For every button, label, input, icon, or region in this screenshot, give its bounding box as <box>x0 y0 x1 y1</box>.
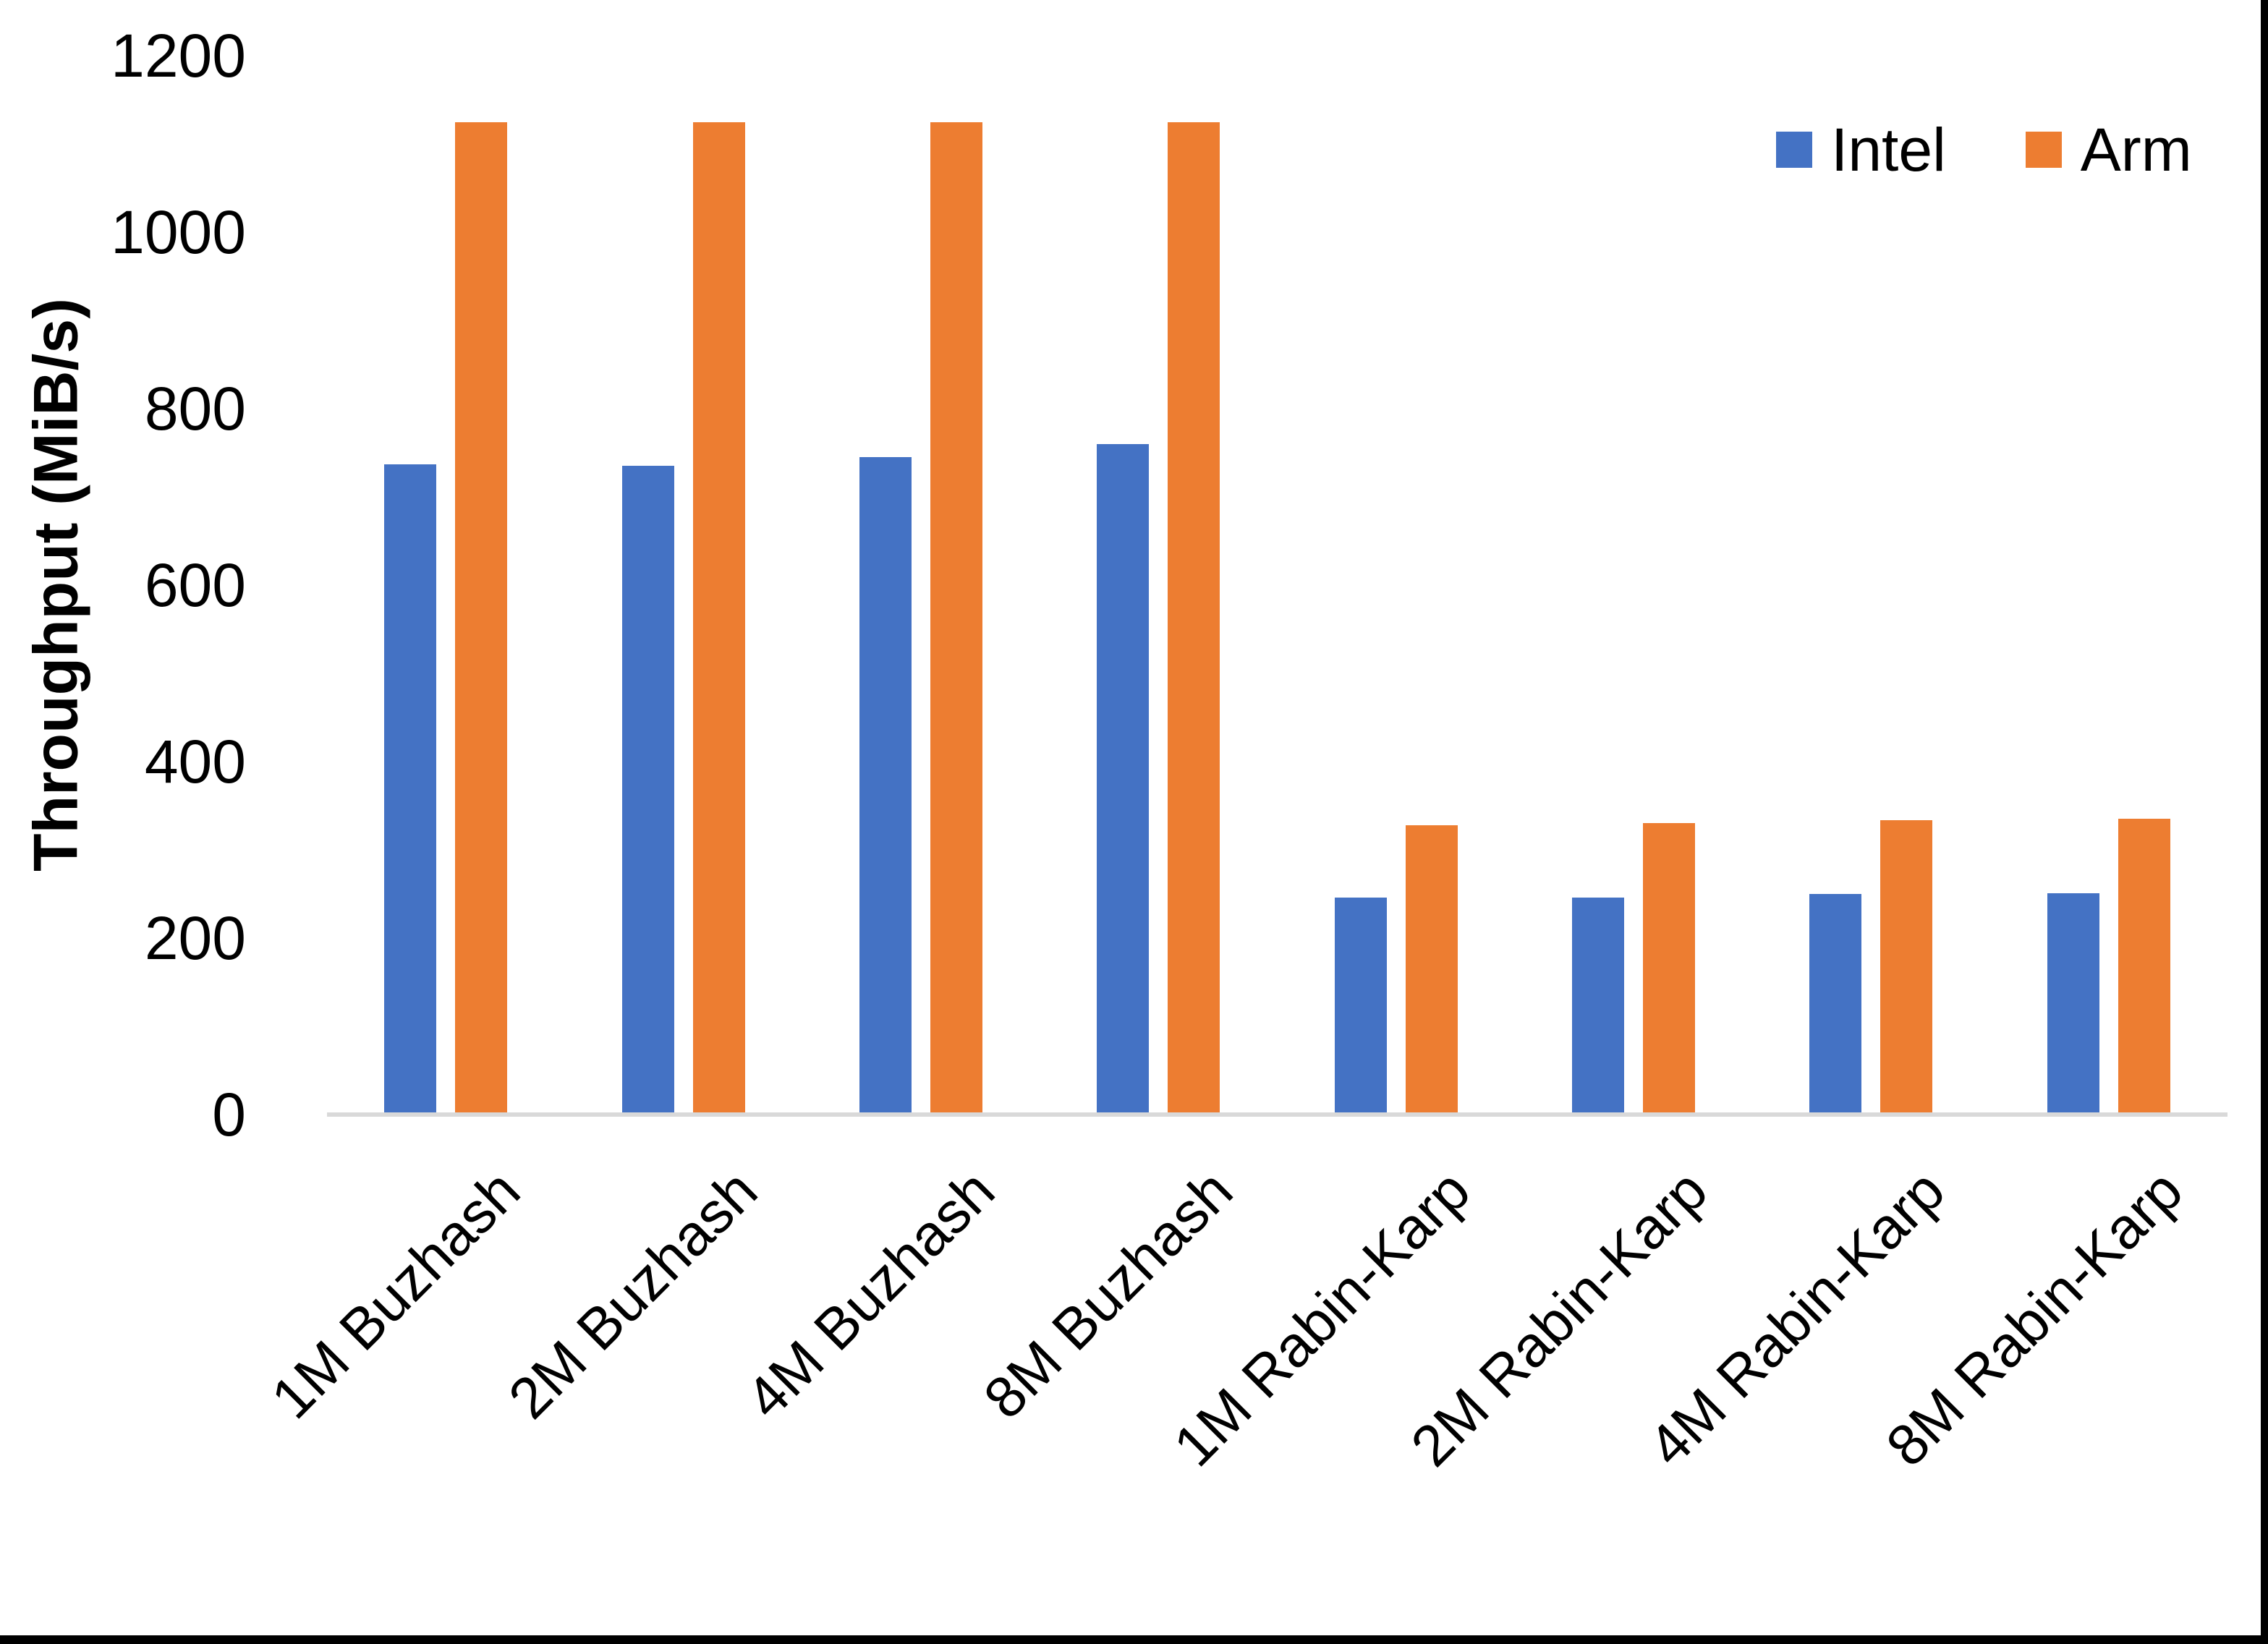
bar-intel-1m-rabin-karp <box>1334 897 1387 1115</box>
x-category-label-2m-buzhash: 2M Buzhash <box>496 1157 770 1431</box>
legend-swatch-arm <box>2025 132 2062 168</box>
bar-arm-2m-buzhash <box>692 122 745 1115</box>
bar-intel-8m-rabin-karp <box>2047 893 2099 1115</box>
bar-intel-4m-rabin-karp <box>1809 894 1862 1115</box>
x-category-label-1m-buzhash: 1M Buzhash <box>258 1157 532 1431</box>
y-tick-label-1200: 1200 <box>111 22 246 90</box>
bar-intel-2m-rabin-karp <box>1572 897 1625 1115</box>
screenshot-right-border <box>2261 0 2268 1644</box>
bar-arm-8m-rabin-karp <box>2118 819 2170 1115</box>
x-category-label-4m-buzhash: 4M Buzhash <box>734 1157 1007 1431</box>
bar-intel-2m-buzhash <box>621 466 674 1115</box>
y-tick-label-0: 0 <box>212 1081 246 1149</box>
bar-arm-8m-buzhash <box>1168 122 1220 1115</box>
bar-intel-1m-buzhash <box>384 464 437 1115</box>
x-axis-line <box>327 1112 2227 1117</box>
legend-item-intel: Intel <box>1776 119 1946 180</box>
bar-intel-8m-buzhash <box>1097 443 1150 1115</box>
bar-intel-4m-buzhash <box>859 457 912 1115</box>
y-tick-label-800: 800 <box>144 375 246 443</box>
y-tick-label-400: 400 <box>144 728 246 796</box>
bar-arm-4m-buzhash <box>930 122 982 1115</box>
legend-label-arm: Arm <box>2080 116 2192 184</box>
bar-arm-4m-rabin-karp <box>1880 819 1933 1115</box>
y-tick-label-600: 600 <box>144 551 246 619</box>
screenshot-bottom-border <box>0 1635 2268 1644</box>
bar-arm-1m-buzhash <box>455 122 508 1115</box>
legend: Intel Arm <box>1776 119 2192 180</box>
y-tick-label-200: 200 <box>144 904 246 972</box>
legend-label-intel: Intel <box>1831 116 1946 184</box>
bar-arm-2m-rabin-karp <box>1643 823 1696 1115</box>
y-tick-label-1000: 1000 <box>111 198 246 266</box>
legend-swatch-intel <box>1776 132 1812 168</box>
bar-arm-1m-rabin-karp <box>1405 825 1458 1115</box>
legend-item-arm: Arm <box>2025 116 2192 184</box>
